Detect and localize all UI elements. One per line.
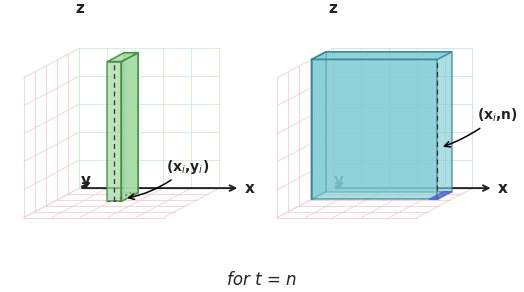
Text: z: z <box>328 1 337 16</box>
Text: (x$_i$,y$_i$): (x$_i$,y$_i$) <box>128 158 210 199</box>
Polygon shape <box>107 53 138 62</box>
Polygon shape <box>312 60 438 199</box>
Text: for t = n: for t = n <box>227 271 297 289</box>
Text: y: y <box>334 173 344 188</box>
Polygon shape <box>124 53 138 192</box>
Text: z: z <box>75 1 84 16</box>
Text: x: x <box>498 181 508 196</box>
Text: (x$_i$,n): (x$_i$,n) <box>444 107 517 147</box>
Polygon shape <box>429 192 452 199</box>
Text: x: x <box>244 181 254 196</box>
Polygon shape <box>122 53 138 201</box>
Polygon shape <box>312 52 326 199</box>
Polygon shape <box>107 62 122 201</box>
Text: y: y <box>80 173 91 188</box>
Polygon shape <box>312 52 452 60</box>
Polygon shape <box>326 52 452 192</box>
